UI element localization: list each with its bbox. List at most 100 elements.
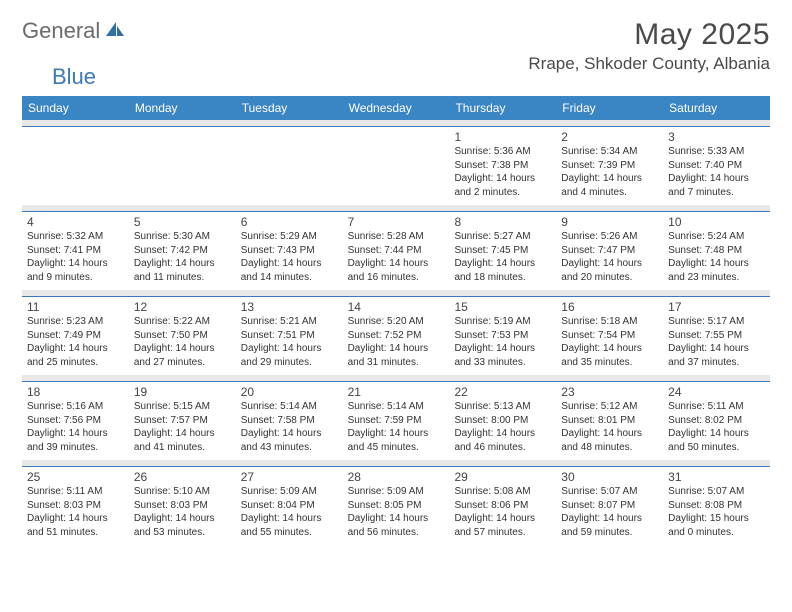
day-cell: 6Sunrise: 5:29 AMSunset: 7:43 PMDaylight… xyxy=(236,212,343,290)
daylight-line: Daylight: 14 hours and 41 minutes. xyxy=(134,427,231,454)
daylight-line: Daylight: 14 hours and 51 minutes. xyxy=(27,512,124,539)
day-number: 27 xyxy=(241,470,338,484)
sunset-line: Sunset: 8:04 PM xyxy=(241,499,338,513)
sunset-line: Sunset: 7:48 PM xyxy=(668,244,765,258)
daylight-line: Daylight: 14 hours and 11 minutes. xyxy=(134,257,231,284)
day-cell: 20Sunrise: 5:14 AMSunset: 7:58 PMDayligh… xyxy=(236,382,343,460)
day-number: 20 xyxy=(241,385,338,399)
day-cell: 26Sunrise: 5:10 AMSunset: 8:03 PMDayligh… xyxy=(129,467,236,545)
day-cell: 17Sunrise: 5:17 AMSunset: 7:55 PMDayligh… xyxy=(663,297,770,375)
daylight-line: Daylight: 14 hours and 59 minutes. xyxy=(561,512,658,539)
day-cell: 15Sunrise: 5:19 AMSunset: 7:53 PMDayligh… xyxy=(449,297,556,375)
sunrise-line: Sunrise: 5:08 AM xyxy=(454,485,551,499)
sunset-line: Sunset: 7:55 PM xyxy=(668,329,765,343)
daylight-line: Daylight: 14 hours and 45 minutes. xyxy=(348,427,445,454)
day-cell: 13Sunrise: 5:21 AMSunset: 7:51 PMDayligh… xyxy=(236,297,343,375)
daylight-line: Daylight: 14 hours and 9 minutes. xyxy=(27,257,124,284)
daylight-line: Daylight: 14 hours and 53 minutes. xyxy=(134,512,231,539)
day-cell: 25Sunrise: 5:11 AMSunset: 8:03 PMDayligh… xyxy=(22,467,129,545)
sunrise-line: Sunrise: 5:09 AM xyxy=(241,485,338,499)
day-number: 7 xyxy=(348,215,445,229)
day-cell: 10Sunrise: 5:24 AMSunset: 7:48 PMDayligh… xyxy=(663,212,770,290)
sunrise-line: Sunrise: 5:20 AM xyxy=(348,315,445,329)
day-number: 3 xyxy=(668,130,765,144)
day-header: Monday xyxy=(129,96,236,120)
day-number: 23 xyxy=(561,385,658,399)
week-row: 18Sunrise: 5:16 AMSunset: 7:56 PMDayligh… xyxy=(22,381,770,460)
day-number: 21 xyxy=(348,385,445,399)
day-header: Thursday xyxy=(449,96,556,120)
day-number: 16 xyxy=(561,300,658,314)
daylight-line: Daylight: 14 hours and 50 minutes. xyxy=(668,427,765,454)
sunset-line: Sunset: 7:50 PM xyxy=(134,329,231,343)
day-header: Tuesday xyxy=(236,96,343,120)
day-number: 11 xyxy=(27,300,124,314)
logo-text-1: General xyxy=(22,18,100,44)
sunset-line: Sunset: 8:07 PM xyxy=(561,499,658,513)
day-cell: 16Sunrise: 5:18 AMSunset: 7:54 PMDayligh… xyxy=(556,297,663,375)
day-number: 17 xyxy=(668,300,765,314)
sunrise-line: Sunrise: 5:14 AM xyxy=(348,400,445,414)
sunrise-line: Sunrise: 5:32 AM xyxy=(27,230,124,244)
weeks-container: 1Sunrise: 5:36 AMSunset: 7:38 PMDaylight… xyxy=(22,120,770,545)
day-number: 25 xyxy=(27,470,124,484)
sunrise-line: Sunrise: 5:18 AM xyxy=(561,315,658,329)
day-cell: 12Sunrise: 5:22 AMSunset: 7:50 PMDayligh… xyxy=(129,297,236,375)
day-number: 31 xyxy=(668,470,765,484)
day-number: 24 xyxy=(668,385,765,399)
day-number: 4 xyxy=(27,215,124,229)
sunrise-line: Sunrise: 5:33 AM xyxy=(668,145,765,159)
sunset-line: Sunset: 8:06 PM xyxy=(454,499,551,513)
day-number: 19 xyxy=(134,385,231,399)
week-row: 25Sunrise: 5:11 AMSunset: 8:03 PMDayligh… xyxy=(22,466,770,545)
sunset-line: Sunset: 7:54 PM xyxy=(561,329,658,343)
sunrise-line: Sunrise: 5:23 AM xyxy=(27,315,124,329)
logo: General xyxy=(22,18,128,44)
sunrise-line: Sunrise: 5:17 AM xyxy=(668,315,765,329)
daylight-line: Daylight: 14 hours and 4 minutes. xyxy=(561,172,658,199)
day-cell: 19Sunrise: 5:15 AMSunset: 7:57 PMDayligh… xyxy=(129,382,236,460)
day-cell: 9Sunrise: 5:26 AMSunset: 7:47 PMDaylight… xyxy=(556,212,663,290)
sunset-line: Sunset: 7:38 PM xyxy=(454,159,551,173)
sunset-line: Sunset: 8:00 PM xyxy=(454,414,551,428)
sunrise-line: Sunrise: 5:11 AM xyxy=(27,485,124,499)
sunset-line: Sunset: 8:05 PM xyxy=(348,499,445,513)
sunrise-line: Sunrise: 5:14 AM xyxy=(241,400,338,414)
daylight-line: Daylight: 14 hours and 23 minutes. xyxy=(668,257,765,284)
sunrise-line: Sunrise: 5:16 AM xyxy=(27,400,124,414)
day-cell: 1Sunrise: 5:36 AMSunset: 7:38 PMDaylight… xyxy=(449,127,556,205)
day-header: Friday xyxy=(556,96,663,120)
sunset-line: Sunset: 7:42 PM xyxy=(134,244,231,258)
day-number: 13 xyxy=(241,300,338,314)
sunset-line: Sunset: 7:59 PM xyxy=(348,414,445,428)
sunrise-line: Sunrise: 5:07 AM xyxy=(561,485,658,499)
sunset-line: Sunset: 7:51 PM xyxy=(241,329,338,343)
day-cell: 24Sunrise: 5:11 AMSunset: 8:02 PMDayligh… xyxy=(663,382,770,460)
sunset-line: Sunset: 7:58 PM xyxy=(241,414,338,428)
daylight-line: Daylight: 15 hours and 0 minutes. xyxy=(668,512,765,539)
sunrise-line: Sunrise: 5:22 AM xyxy=(134,315,231,329)
sunset-line: Sunset: 8:08 PM xyxy=(668,499,765,513)
day-cell: 7Sunrise: 5:28 AMSunset: 7:44 PMDaylight… xyxy=(343,212,450,290)
week-row: 1Sunrise: 5:36 AMSunset: 7:38 PMDaylight… xyxy=(22,126,770,205)
sunset-line: Sunset: 7:44 PM xyxy=(348,244,445,258)
sunrise-line: Sunrise: 5:34 AM xyxy=(561,145,658,159)
day-cell: 4Sunrise: 5:32 AMSunset: 7:41 PMDaylight… xyxy=(22,212,129,290)
day-cell: 5Sunrise: 5:30 AMSunset: 7:42 PMDaylight… xyxy=(129,212,236,290)
day-number: 10 xyxy=(668,215,765,229)
daylight-line: Daylight: 14 hours and 14 minutes. xyxy=(241,257,338,284)
day-cell: 29Sunrise: 5:08 AMSunset: 8:06 PMDayligh… xyxy=(449,467,556,545)
day-cell: 31Sunrise: 5:07 AMSunset: 8:08 PMDayligh… xyxy=(663,467,770,545)
sunset-line: Sunset: 8:03 PM xyxy=(134,499,231,513)
daylight-line: Daylight: 14 hours and 57 minutes. xyxy=(454,512,551,539)
day-cell: 11Sunrise: 5:23 AMSunset: 7:49 PMDayligh… xyxy=(22,297,129,375)
daylight-line: Daylight: 14 hours and 43 minutes. xyxy=(241,427,338,454)
daylight-line: Daylight: 14 hours and 48 minutes. xyxy=(561,427,658,454)
daylight-line: Daylight: 14 hours and 56 minutes. xyxy=(348,512,445,539)
sunrise-line: Sunrise: 5:19 AM xyxy=(454,315,551,329)
day-cell: 22Sunrise: 5:13 AMSunset: 8:00 PMDayligh… xyxy=(449,382,556,460)
sunset-line: Sunset: 7:39 PM xyxy=(561,159,658,173)
daylight-line: Daylight: 14 hours and 29 minutes. xyxy=(241,342,338,369)
daylight-line: Daylight: 14 hours and 55 minutes. xyxy=(241,512,338,539)
daylight-line: Daylight: 14 hours and 20 minutes. xyxy=(561,257,658,284)
